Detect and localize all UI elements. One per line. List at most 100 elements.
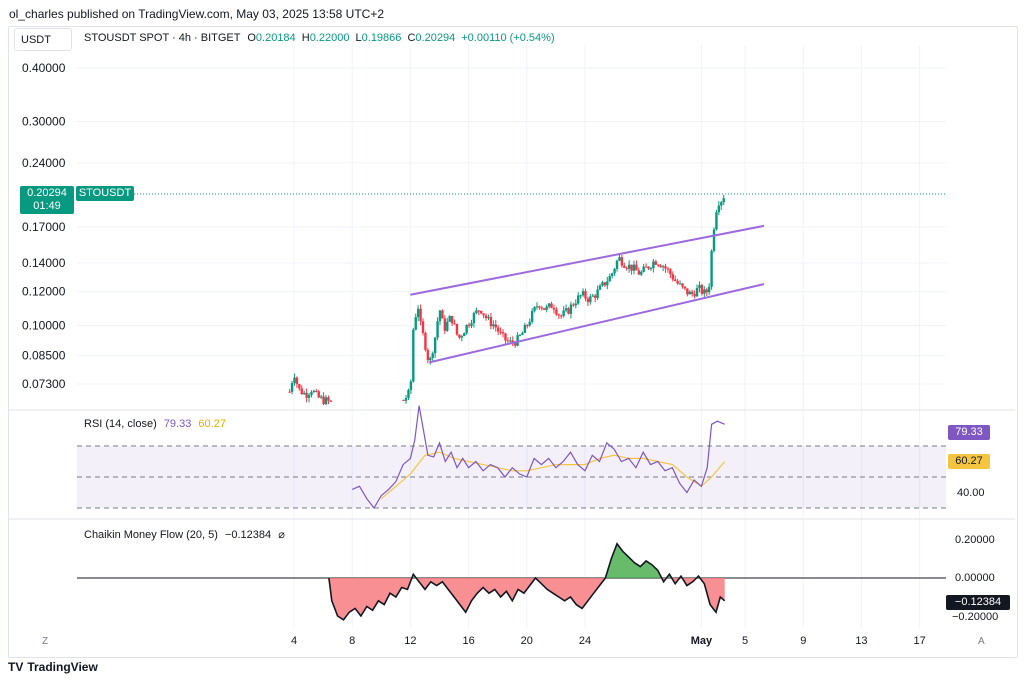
- cmf-title[interactable]: Chaikin Money Flow (20, 5): [84, 529, 218, 541]
- candle-body: [538, 306, 541, 308]
- cmf-negative-area: [535, 578, 606, 609]
- candle-body: [598, 285, 602, 290]
- zoom-button: Z: [42, 636, 48, 647]
- publisher-byline: ol_charles published on TradingView.com,…: [9, 7, 385, 21]
- candle-body: [543, 308, 546, 310]
- candle-body: [467, 324, 471, 326]
- candle-body: [310, 392, 313, 395]
- time-tick-label: 5: [742, 635, 748, 647]
- price-axis: 0.40000 0.30000 0.24000 0.17000 0.14000 0.120…: [22, 61, 66, 391]
- rsi-pane: [77, 405, 946, 510]
- candle-body: [574, 303, 577, 306]
- candle-body: [674, 279, 677, 281]
- low-value: 0.19866: [361, 32, 402, 44]
- candle-body: [463, 333, 466, 337]
- candle-body: [560, 315, 563, 317]
- candlestick-series: [288, 194, 725, 406]
- hide-indicator-icon[interactable]: ⌀: [278, 529, 285, 541]
- rsi-ma-value: 60.27: [198, 418, 226, 430]
- candle-body: [635, 264, 638, 271]
- candle-body: [715, 212, 718, 230]
- cmf-legend: Chaikin Money Flow (20, 5) −0.12384 ⌀: [84, 528, 285, 541]
- candle-body: [424, 332, 427, 350]
- cmf-axis-label-bottom: −0.20000: [952, 611, 999, 623]
- candle-body: [584, 291, 587, 299]
- candle-body: [402, 400, 405, 402]
- candle-body: [443, 318, 447, 331]
- time-tick-label: 9: [800, 635, 806, 647]
- candle-body: [690, 291, 694, 294]
- candle-body: [601, 282, 604, 286]
- candle-body: [518, 334, 522, 336]
- candle-body: [322, 396, 325, 405]
- time-tick-label: 8: [349, 635, 355, 647]
- rsi-legend: RSI (14, close) 79.33 60.27: [84, 418, 226, 430]
- candle-body: [669, 269, 672, 275]
- candle-body: [509, 340, 512, 342]
- time-tick-label: May: [691, 635, 713, 647]
- candle-body: [659, 265, 662, 268]
- candle-body: [460, 336, 464, 338]
- candle-body: [712, 229, 716, 251]
- candle-body: [596, 289, 599, 298]
- candle-body: [627, 264, 631, 269]
- candle-body: [664, 266, 667, 269]
- candle-body: [615, 260, 619, 269]
- candle-body: [416, 308, 420, 318]
- candle-body: [472, 313, 476, 324]
- candle-body: [630, 264, 633, 271]
- candle-body: [579, 295, 582, 297]
- candle-body: [288, 391, 291, 393]
- candle-body: [625, 267, 628, 269]
- candle-body: [528, 321, 531, 326]
- candle-body: [540, 307, 544, 309]
- candle-body: [642, 266, 645, 272]
- candle-body: [329, 400, 333, 402]
- candle-body: [315, 390, 318, 392]
- time-tick-label: 17: [914, 635, 926, 647]
- candle-body: [705, 289, 708, 293]
- candle-body: [419, 308, 422, 322]
- rsi-line: [351, 405, 725, 510]
- candle-body: [700, 285, 704, 294]
- candle-body: [298, 384, 301, 389]
- candle-body: [676, 280, 679, 284]
- candle-body: [591, 295, 594, 297]
- pane-separators: [9, 409, 1015, 520]
- candle-body: [547, 303, 551, 307]
- candle-body: [550, 303, 553, 309]
- time-tick-label: 12: [404, 635, 416, 647]
- candle-body: [448, 315, 451, 322]
- last-price-badge: 0.20294 01:49: [20, 186, 74, 214]
- rsi-title[interactable]: RSI (14, close): [84, 418, 157, 430]
- candle-body: [603, 282, 607, 286]
- candle-body: [637, 270, 641, 275]
- candle-body: [720, 202, 723, 206]
- symbol-info[interactable]: STOUSDT SPOT · 4h · BITGET: [84, 32, 241, 44]
- candle-body: [482, 313, 485, 316]
- auto-scale-button: A: [978, 636, 985, 647]
- candle-body: [324, 397, 328, 405]
- candle-body: [499, 331, 502, 333]
- candle-body: [431, 353, 434, 358]
- candle-body: [513, 342, 517, 346]
- candle-body: [683, 286, 687, 289]
- candle-body: [661, 266, 665, 268]
- channel-lines: [410, 224, 765, 364]
- time-axis: 4 8 12 16 20 24 May 5 9 13 17: [291, 635, 926, 647]
- price-tick-label: 0.30000: [22, 114, 66, 128]
- time-tick-label: 16: [462, 635, 474, 647]
- candle-body: [606, 281, 609, 286]
- candle-body: [632, 264, 636, 271]
- chart-frame: [8, 26, 1018, 658]
- channel-upper-line: [410, 224, 765, 296]
- price-tick-label: 0.07300: [22, 377, 66, 391]
- tradingview-footer[interactable]: TV TradingView: [8, 660, 98, 674]
- close-key: C: [407, 32, 416, 44]
- candle-body: [577, 295, 580, 304]
- candle-body: [441, 310, 444, 319]
- quote-currency-selector[interactable]: USDT: [14, 28, 72, 51]
- candle-body: [307, 394, 311, 398]
- price-tick-label: 0.12000: [22, 285, 66, 299]
